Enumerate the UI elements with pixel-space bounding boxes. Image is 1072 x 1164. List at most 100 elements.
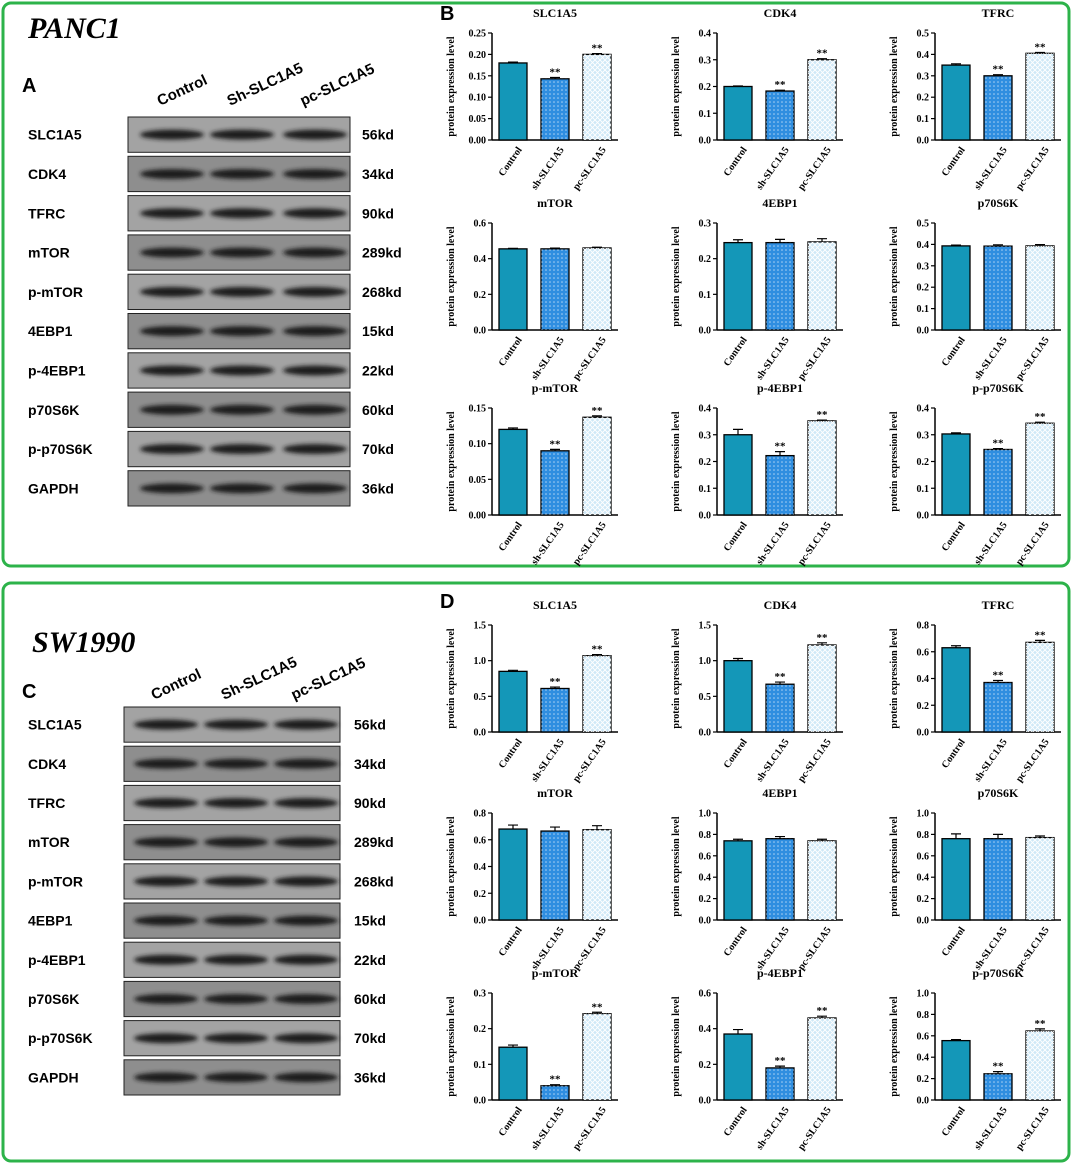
significance: ** [1035, 1018, 1047, 1030]
y-tick-label: 0.0 [917, 326, 930, 337]
significance: ** [993, 64, 1005, 76]
band-size: 34kd [362, 166, 394, 182]
band-size: 268kd [362, 284, 402, 300]
y-tick-label: 0.1 [917, 114, 930, 125]
error-bar [733, 1028, 743, 1035]
band-name: mTOR [28, 245, 70, 261]
x-tick-label: sh-SLC1A5 [754, 335, 791, 382]
blot-band [134, 798, 198, 808]
bar [941, 838, 971, 921]
y-tick-label: 0.2 [699, 894, 712, 905]
band-name: SLC1A5 [28, 717, 82, 733]
y-tick-label: 0.4 [917, 240, 930, 251]
band-name: 4EBP1 [28, 323, 73, 339]
lane-label: pc-SLC1A5 [289, 654, 369, 703]
y-tick-label: 0.25 [469, 29, 487, 40]
bar [498, 670, 528, 733]
lane-label: Control [149, 666, 205, 704]
y-tick-label: 0.10 [469, 439, 487, 450]
bar-texture [766, 455, 794, 515]
band-size: 36kd [354, 1069, 386, 1085]
lane-label: Control [155, 72, 211, 110]
bar-texture [541, 78, 569, 140]
bar-texture [541, 450, 569, 515]
x-tick-label: Control [940, 145, 968, 179]
blot-band [210, 208, 274, 219]
y-tick-label: 0.6 [917, 1031, 930, 1042]
y-tick-label: 0.0 [474, 916, 487, 927]
y-tick-label: 0.1 [699, 290, 712, 301]
y-tick-label: 0.2 [474, 290, 487, 301]
x-tick-label: sh-SLC1A5 [972, 520, 1009, 567]
y-tick-label: 0.3 [699, 430, 712, 441]
significance: ** [817, 1005, 829, 1017]
y-tick-label: 0.3 [699, 55, 712, 66]
bar-texture [541, 248, 569, 330]
y-axis-label: protein expression level [671, 996, 682, 1096]
bar [941, 1039, 971, 1101]
y-tick-label: 0.6 [474, 835, 487, 846]
band-name: p-p70S6K [28, 1030, 93, 1046]
x-tick-label: Control [497, 520, 525, 554]
error-bar [733, 239, 743, 243]
bar-texture [583, 1013, 611, 1100]
error-bar [775, 835, 785, 839]
error-bar [550, 76, 560, 79]
y-tick-label: 0.6 [699, 989, 712, 1000]
blot-band [140, 444, 204, 455]
y-tick-label: 0.8 [699, 830, 712, 841]
bar-texture [984, 449, 1012, 515]
bar-texture [583, 655, 611, 732]
error-bar [993, 244, 1003, 247]
bar-texture [766, 91, 794, 140]
band-size: 56kd [354, 717, 386, 733]
band-name: CDK4 [28, 166, 66, 182]
y-tick-label: 0.1 [699, 109, 712, 120]
y-tick-label: 0.5 [474, 692, 487, 703]
y-axis-label: protein expression level [671, 411, 682, 511]
blot-band [134, 1033, 198, 1044]
y-tick-label: 0.6 [699, 851, 712, 862]
band-name: SLC1A5 [28, 127, 82, 143]
error-bar [951, 833, 961, 839]
chart-title: p-p70S6K [972, 381, 1024, 395]
band-name: mTOR [28, 834, 70, 850]
x-tick-label: Control [940, 737, 968, 771]
significance: ** [817, 632, 829, 644]
bar-texture [766, 838, 794, 920]
y-axis-label: protein expression level [889, 996, 900, 1096]
blot-band [210, 404, 274, 415]
blot-band [204, 954, 268, 965]
y-tick-label: 0.6 [917, 647, 930, 658]
bar-texture [583, 247, 611, 330]
y-tick-label: 0.00 [469, 511, 487, 522]
y-tick-label: 0.4 [699, 1024, 712, 1035]
bar-texture [984, 1073, 1012, 1100]
error-bar [993, 679, 1003, 683]
error-bar [1035, 639, 1045, 643]
panel-border [1, 581, 1071, 1163]
blot-band [274, 915, 338, 926]
error-bar [951, 63, 961, 66]
band-name: p-4EBP1 [28, 362, 86, 378]
significance: ** [1035, 411, 1047, 423]
x-tick-label: Control [722, 145, 750, 179]
y-axis-label: protein expression level [671, 628, 682, 728]
blot-band [283, 365, 347, 376]
y-tick-label: 0.15 [469, 71, 487, 82]
error-bar [1035, 421, 1045, 424]
band-size: 15kd [354, 913, 386, 929]
blot-band [204, 876, 268, 887]
y-tick-label: 0.0 [917, 728, 930, 739]
y-axis-label: protein expression level [446, 628, 457, 728]
blot-band [283, 286, 347, 297]
blot-band [204, 758, 268, 769]
y-tick-label: 0.4 [699, 873, 712, 884]
x-tick-label: pc-SLC1A5 [796, 145, 834, 192]
error-bar [550, 448, 560, 451]
x-tick-label: sh-SLC1A5 [754, 1105, 791, 1152]
lane-label: Sh-SLC1A5 [225, 60, 306, 110]
y-tick-label: 0.2 [917, 283, 930, 294]
significance: ** [592, 644, 604, 656]
error-bar [592, 52, 602, 55]
